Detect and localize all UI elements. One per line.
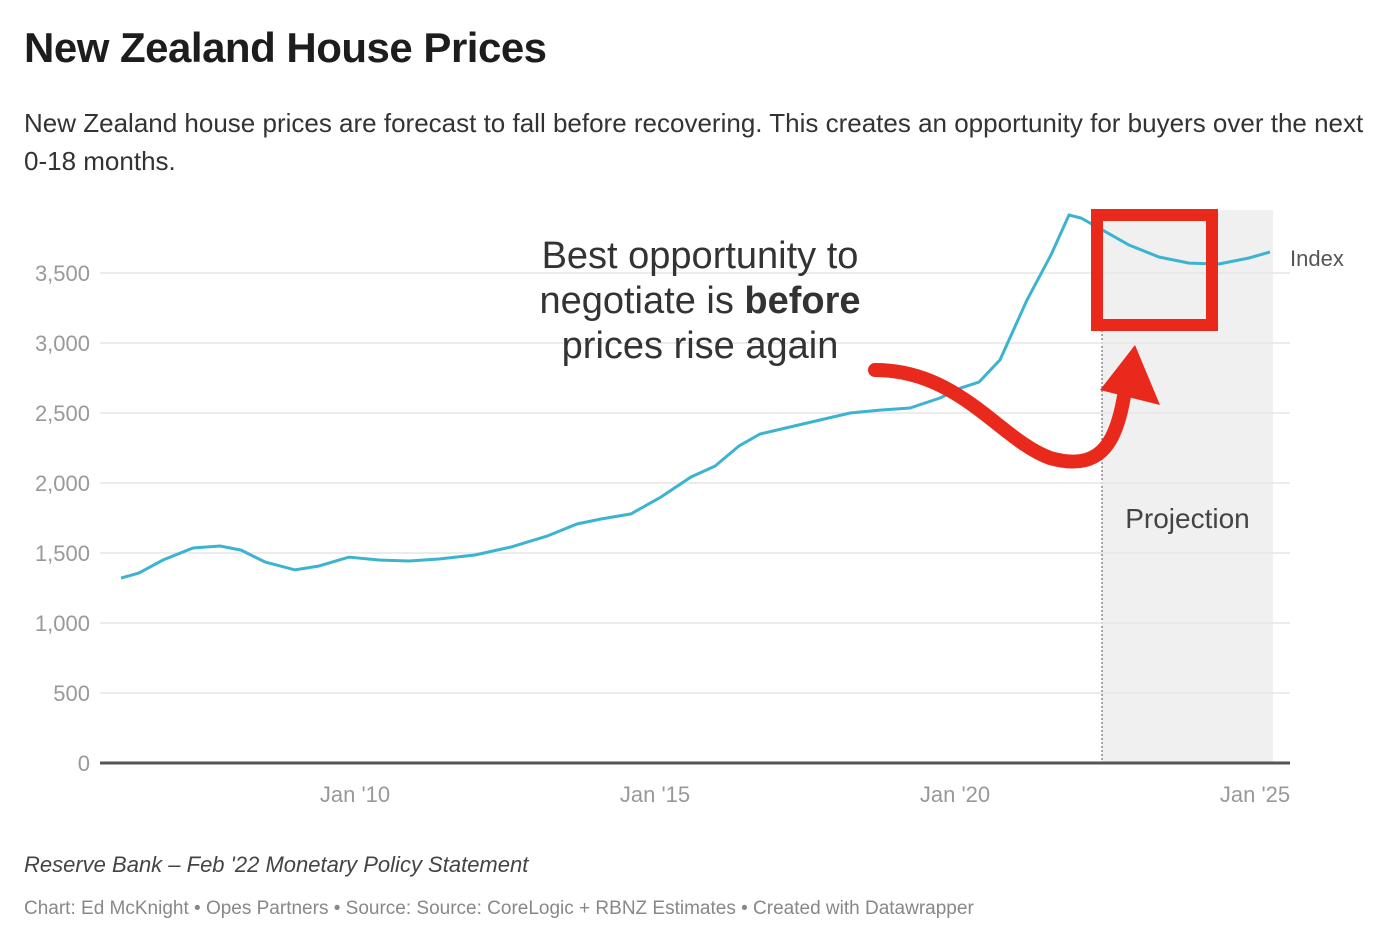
y-tick-label: 3,500 xyxy=(35,261,90,286)
chart-title: New Zealand House Prices xyxy=(24,24,547,71)
chart-subtitle: New Zealand house prices are forecast to… xyxy=(24,108,1364,176)
y-tick-label: 3,000 xyxy=(35,331,90,356)
x-tick-label: Jan '20 xyxy=(920,782,990,807)
y-tick-label: 1,000 xyxy=(35,611,90,636)
y-tick-label: 1,500 xyxy=(35,541,90,566)
gridlines xyxy=(100,272,1290,765)
x-tick-label: Jan '10 xyxy=(320,782,390,807)
projection-label: Projection xyxy=(1125,503,1250,534)
x-tick-label: Jan '15 xyxy=(620,782,690,807)
annotation-line-2: negotiate is before xyxy=(539,280,860,322)
arrow-head xyxy=(1100,345,1160,405)
chart-notes: Reserve Bank – Feb '22 Monetary Policy S… xyxy=(24,852,529,877)
y-tick-label: 500 xyxy=(53,681,90,706)
annotation-line-1: Best opportunity to xyxy=(542,235,859,277)
annotation-line-3: prices rise again xyxy=(562,325,839,367)
projection-shade xyxy=(1102,210,1273,763)
annotation: Best opportunity to negotiate is before … xyxy=(539,209,1218,469)
y-tick-label: 2,500 xyxy=(35,401,90,426)
y-axis: 0 500 1,000 1,500 2,000 2,500 3,000 3,500 xyxy=(35,261,90,776)
x-axis: Jan '10 Jan '15 Jan '20 Jan '25 xyxy=(320,782,1290,807)
highlight-box xyxy=(1091,209,1218,331)
y-tick-label: 2,000 xyxy=(35,471,90,496)
x-tick-label: Jan '25 xyxy=(1220,782,1290,807)
y-tick-label: 0 xyxy=(78,751,90,776)
series-label: Index xyxy=(1290,246,1344,271)
curved-arrow xyxy=(868,363,1135,469)
chart-credit: Chart: Ed McKnight • Opes Partners • Sou… xyxy=(24,898,974,919)
projection-region xyxy=(1101,210,1273,763)
series-line-index xyxy=(120,213,1271,580)
